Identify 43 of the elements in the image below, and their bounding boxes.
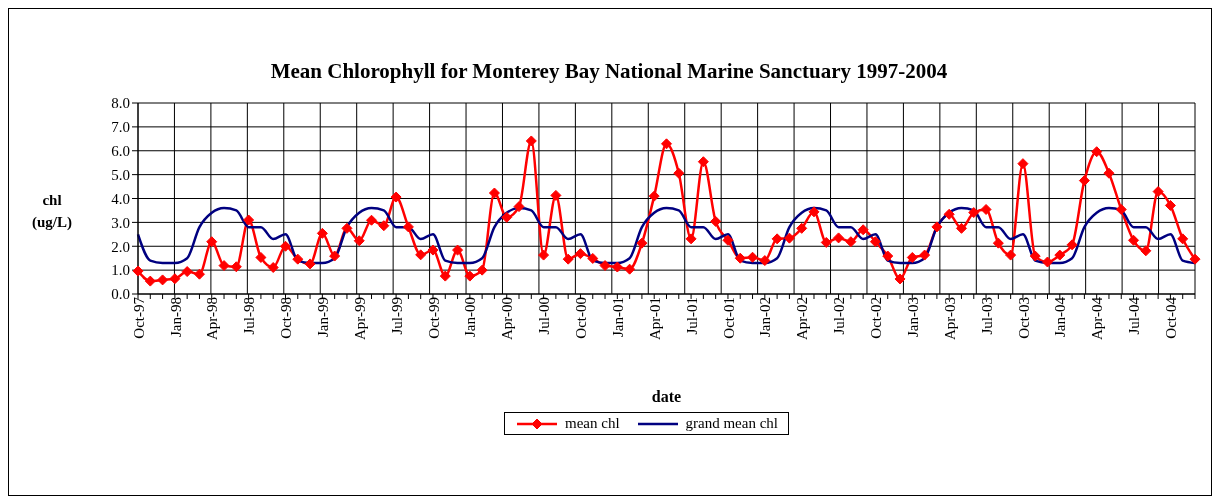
x-tick-label: Jul-04: [1126, 296, 1143, 335]
x-tick-label: Jan-99: [315, 297, 332, 337]
x-tick-label: Apr-00: [499, 297, 516, 341]
chart-title: Mean Chlorophyll for Monterey Bay National Marine Sanctuary 1997-2004: [269, 59, 949, 84]
y-tick-label: 4.0: [111, 190, 130, 207]
y-tick-label: 7.0: [111, 119, 130, 136]
y-tick-label: 2.0: [111, 238, 130, 255]
x-tick-label: Jan-02: [757, 297, 774, 337]
y-tick-label: 6.0: [111, 143, 130, 160]
x-tick-label: Apr-03: [941, 297, 958, 341]
y-tick-label: 0.0: [111, 286, 130, 303]
x-tick-label: Jan-01: [609, 297, 626, 337]
legend-label: mean chl: [564, 415, 620, 432]
x-tick-label: Apr-02: [794, 297, 811, 341]
x-tick-label: Oct-04: [1163, 296, 1180, 339]
x-tick-label: Jul-03: [978, 297, 995, 335]
y-tick-label: 1.0: [111, 262, 130, 279]
x-tick-label: Oct-01: [720, 297, 737, 339]
x-tick-label: Oct-99: [425, 297, 442, 339]
x-tick-label: Jul-99: [388, 297, 405, 335]
x-tick-label: Jul-02: [831, 297, 848, 335]
x-tick-label: Jul-00: [536, 297, 553, 335]
x-tick-label: Apr-04: [1089, 296, 1106, 341]
x-tick-label: Oct-97: [130, 296, 147, 339]
y-tick-label: 3.0: [111, 214, 130, 231]
x-tick-label: Apr-98: [204, 297, 221, 341]
x-tick-label: Oct-00: [573, 297, 590, 339]
x-tick-label: Oct-03: [1015, 297, 1032, 339]
x-tick-label: Oct-98: [278, 297, 295, 339]
x-tick-label: Oct-02: [868, 297, 885, 339]
x-tick-label: Jul-98: [241, 297, 258, 335]
x-tick-label: Jan-04: [1052, 296, 1069, 337]
x-tick-label: Jan-03: [904, 297, 921, 337]
x-tick-label: Apr-99: [351, 297, 368, 341]
x-tick-label: Jan-00: [462, 297, 479, 337]
x-tick-label: Jul-01: [683, 297, 700, 335]
x-tick-label: Apr-01: [646, 297, 663, 341]
x-axis-title: date: [651, 388, 682, 405]
x-tick-label: Jan-98: [167, 297, 184, 337]
y-axis-title: chl (ug/L): [31, 191, 73, 232]
y-tick-label: 5.0: [111, 166, 130, 183]
y-tick-label: 8.0: [111, 95, 130, 112]
legend-label: grand mean chl: [685, 415, 779, 432]
